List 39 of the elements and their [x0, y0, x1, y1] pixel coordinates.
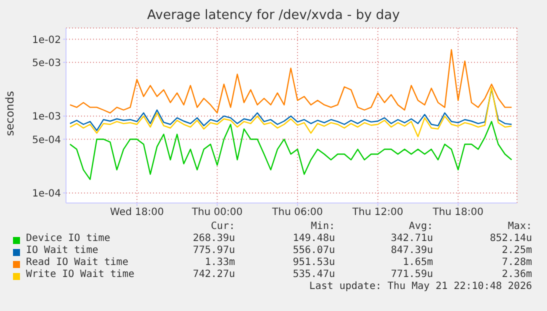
legend-label: Read IO Wait time: [26, 257, 128, 268]
text: 342.71u: [390, 233, 433, 244]
text: 775.97u: [192, 245, 235, 256]
x-tick-label: Thu 12:00: [351, 207, 404, 218]
text: 2.25m: [502, 245, 532, 256]
text: 556.07u: [292, 245, 335, 256]
x-tick-label: Thu 00:00: [190, 207, 243, 218]
text: 268.39u: [192, 233, 235, 244]
text: 847.39u: [390, 245, 433, 256]
text: 852.14u: [490, 233, 532, 244]
text: 951.53u: [292, 257, 335, 268]
chart-title: Average latency for /dev/xvda - by day: [146, 8, 401, 23]
line-series: [69, 120, 512, 180]
text: 535.47u: [292, 269, 335, 280]
y-tick-label: 5e-03: [32, 58, 61, 69]
y-tick-label: 1e-02: [32, 34, 61, 46]
x-tick-label: Thu 06:00: [271, 207, 323, 218]
y-tick-label: 5e-04: [32, 134, 61, 146]
text: 2.36m: [502, 269, 532, 280]
legend-label: IO Wait time: [26, 245, 98, 256]
y-tick-label: 1e-03: [32, 112, 61, 123]
text: 149.48u: [292, 233, 335, 244]
text: Min:: [310, 221, 335, 232]
y-tick-label: 1e-04: [32, 188, 61, 200]
text: Avg:: [408, 221, 433, 232]
text: 1.65m: [402, 257, 433, 268]
text: 7.28m: [502, 257, 532, 268]
text: Last update: Thu May 21 22:10:48 2026: [309, 281, 532, 292]
x-tick-label: Thu 18:00: [432, 207, 484, 218]
y-axis-title: seconds: [4, 90, 16, 138]
x-tick-label: Wed 18:00: [110, 207, 164, 218]
text: 742.27u: [192, 269, 235, 280]
text: 771.59u: [390, 269, 433, 280]
legend-label: Write IO Wait time: [26, 269, 134, 280]
legend-label: Device IO time: [26, 233, 110, 244]
text: 1.33m: [204, 257, 235, 268]
text: Cur:: [210, 221, 235, 232]
text: Max:: [508, 221, 532, 232]
line-series: [69, 49, 512, 114]
